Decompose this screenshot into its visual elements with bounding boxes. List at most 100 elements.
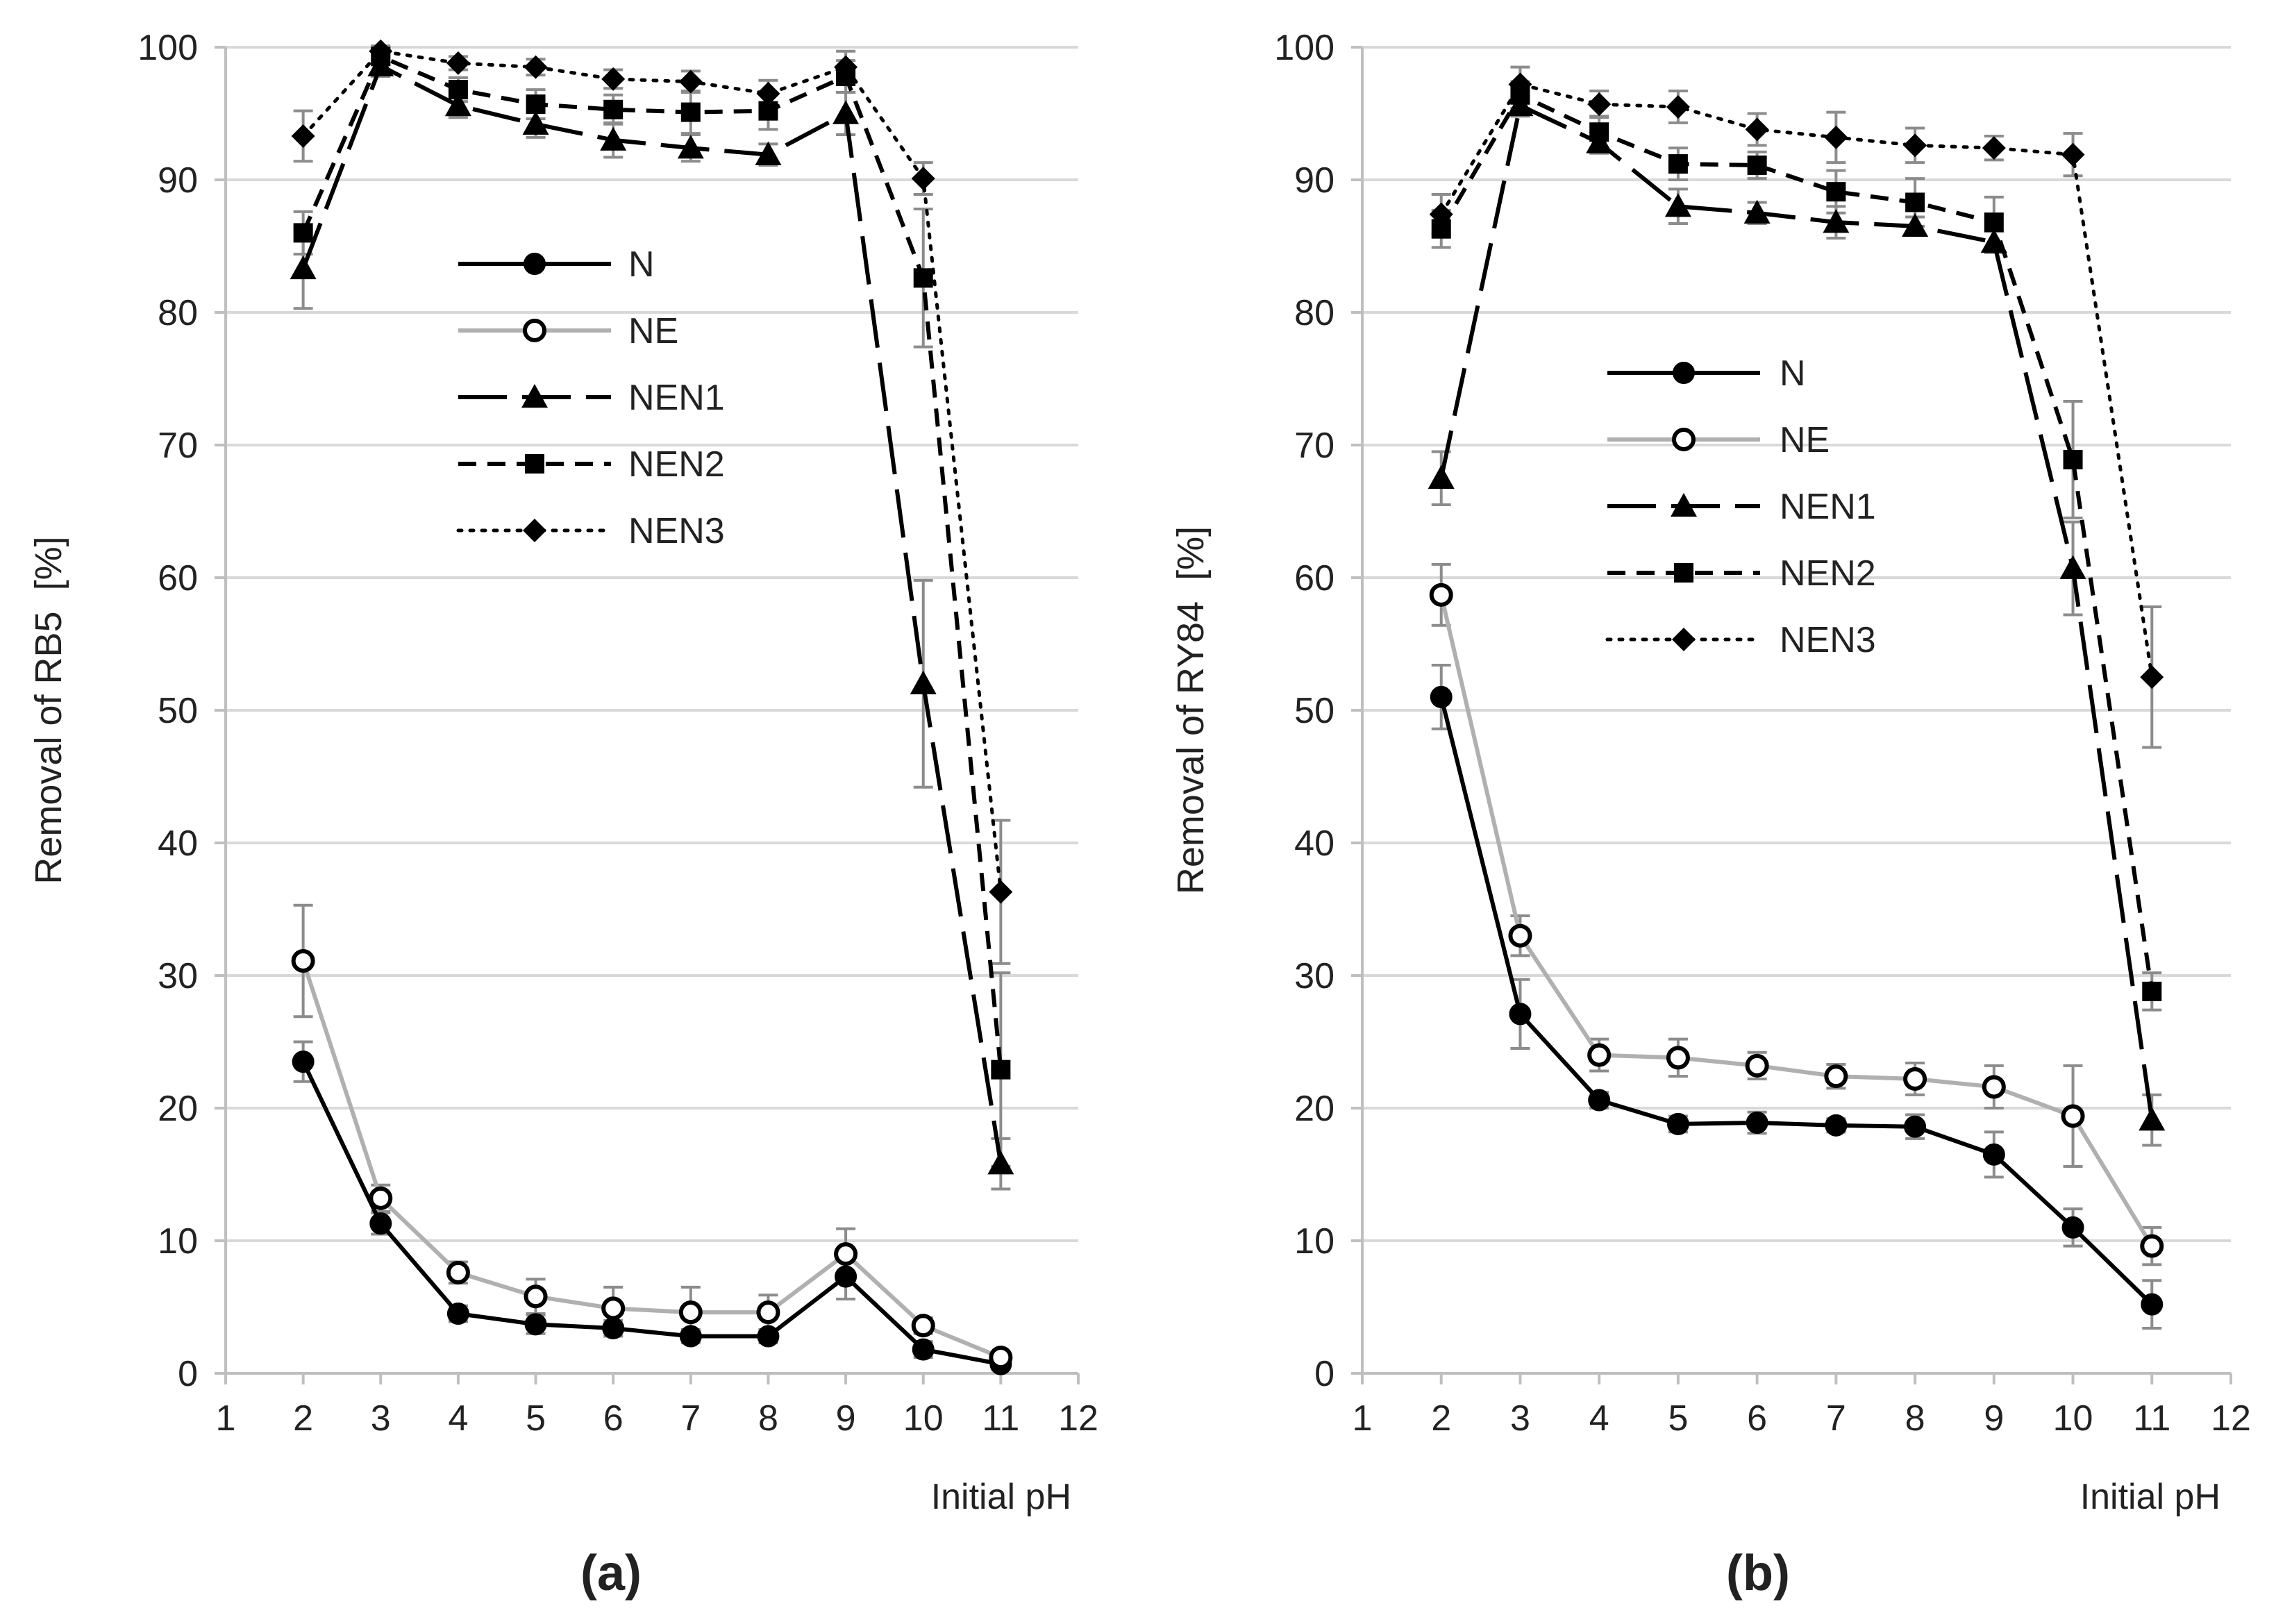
data-point-nen3 [524,55,548,79]
legend-marker [525,454,544,474]
data-point-n [1825,1114,1848,1137]
data-point-ne [1903,1066,1927,1091]
data-point-ne [678,1300,703,1325]
data-point-n [602,1317,625,1340]
data-point-nen3 [446,51,470,75]
series-line-nen2 [1439,92,2154,992]
y-tick-label: 40 [158,823,198,864]
y-tick-label: 50 [158,691,198,731]
data-point-nen2 [680,102,701,122]
data-point-nen1 [1902,212,1929,237]
data-point-nen1 [677,135,704,159]
legend-marker [1673,362,1695,384]
data-point-nen3 [601,67,626,91]
data-point-n [1746,1112,1768,1135]
legend-label: NEN1 [628,378,725,418]
legend-marker [1671,493,1697,517]
series-nen2 [1431,85,2162,1001]
y-tick-label: 70 [158,426,198,466]
y-tick-label: 10 [1294,1221,1334,1262]
data-point-nen3 [1587,92,1612,117]
legend-label: NEN2 [628,444,725,485]
x-tick-label: 7 [680,1398,701,1439]
legend-item-n: N [1607,353,1806,394]
y-tick-label: 30 [158,956,198,996]
data-point-nen3 [678,69,703,94]
data-point-nen2 [2142,981,2162,1001]
x-tick-label: 8 [758,1398,778,1439]
data-point-nen3 [1745,117,1769,142]
legend-label: NEN2 [1780,553,1876,594]
y-tick-label: 0 [1314,1354,1334,1394]
x-tick-label: 6 [1747,1398,1767,1439]
panel-label: (a) [580,1546,642,1601]
legend-marker [524,253,546,275]
legend-label: N [628,244,655,285]
y-tick-label: 100 [137,28,198,68]
data-point-n [369,1212,392,1235]
data-point-ne [446,1260,470,1284]
data-point-nen2 [603,99,624,119]
legend-marker [523,519,546,542]
data-point-n [679,1325,702,1348]
legend-item-ne: NE [458,311,678,351]
data-point-nen3 [989,880,1013,904]
data-point-nen3 [1982,136,2006,160]
data-point-nen3 [1508,72,1532,97]
data-point-ne [1508,923,1532,948]
data-point-nen2 [448,80,468,100]
legend-marker [1674,563,1693,583]
data-point-ne [601,1296,626,1321]
y-tick-label: 60 [1294,558,1334,598]
data-point-nen3 [911,167,935,191]
x-axis-label: Initial pH [931,1477,1071,1517]
series-line-nen1 [301,63,1003,1164]
legend-item-nen2: NEN2 [1607,553,1876,594]
legend-label: NE [1780,420,1830,460]
data-point-ne [911,1314,935,1338]
data-point-ne [524,1284,548,1309]
data-point-nen1 [444,92,471,117]
y-tick-label: 80 [1294,293,1334,333]
legend-item-nen2: NEN2 [458,444,725,485]
series-nen2 [293,47,1011,1080]
y-tick-labels: 0 10 20 30 40 50 60 70 80 90 100 [1274,28,1362,1394]
data-point-nen3 [2061,142,2085,167]
x-axis-label: Initial pH [2080,1477,2220,1517]
data-point-n [757,1325,780,1348]
data-point-ne [1666,1046,1690,1070]
data-point-nen1 [2139,1107,2166,1131]
data-point-ne [1429,583,1453,607]
data-point-nen1 [755,141,782,165]
y-tick-label: 100 [1274,28,1334,68]
legend-item-n: N [458,244,655,285]
x-tick-label: 6 [603,1398,624,1439]
y-tick-labels: 0 10 20 30 40 50 60 70 80 90 100 [137,28,226,1394]
x-tick-label: 2 [1431,1398,1451,1439]
data-point-nen3 [1429,202,1453,226]
data-point-nen3 [834,55,858,79]
x-tick-label: 4 [1589,1398,1609,1439]
y-tick-label: 80 [158,293,198,333]
series-ne [1429,583,2164,1258]
data-point-n [2141,1293,2164,1316]
y-tick-label: 30 [1294,956,1334,996]
data-point-nen1 [600,126,627,151]
legend-label: N [1780,353,1806,394]
x-tick-label: 10 [2053,1398,2093,1439]
legend-item-nen1: NEN1 [458,378,725,418]
x-tick-label: 1 [1353,1398,1373,1439]
data-point-ne [291,948,315,973]
data-point-nen2 [526,94,546,115]
x-tick-label: 12 [2211,1398,2251,1439]
series-n [1430,685,2164,1316]
x-tick-label: 7 [1826,1398,1846,1439]
y-axis-label: Removal of RB5 [%] [28,536,69,884]
data-point-nen1 [987,1150,1014,1175]
data-point-nen2 [991,1060,1011,1080]
data-point-n [1666,1112,1689,1135]
legend: N NE NEN1 NEN2 NEN3 [456,244,725,551]
